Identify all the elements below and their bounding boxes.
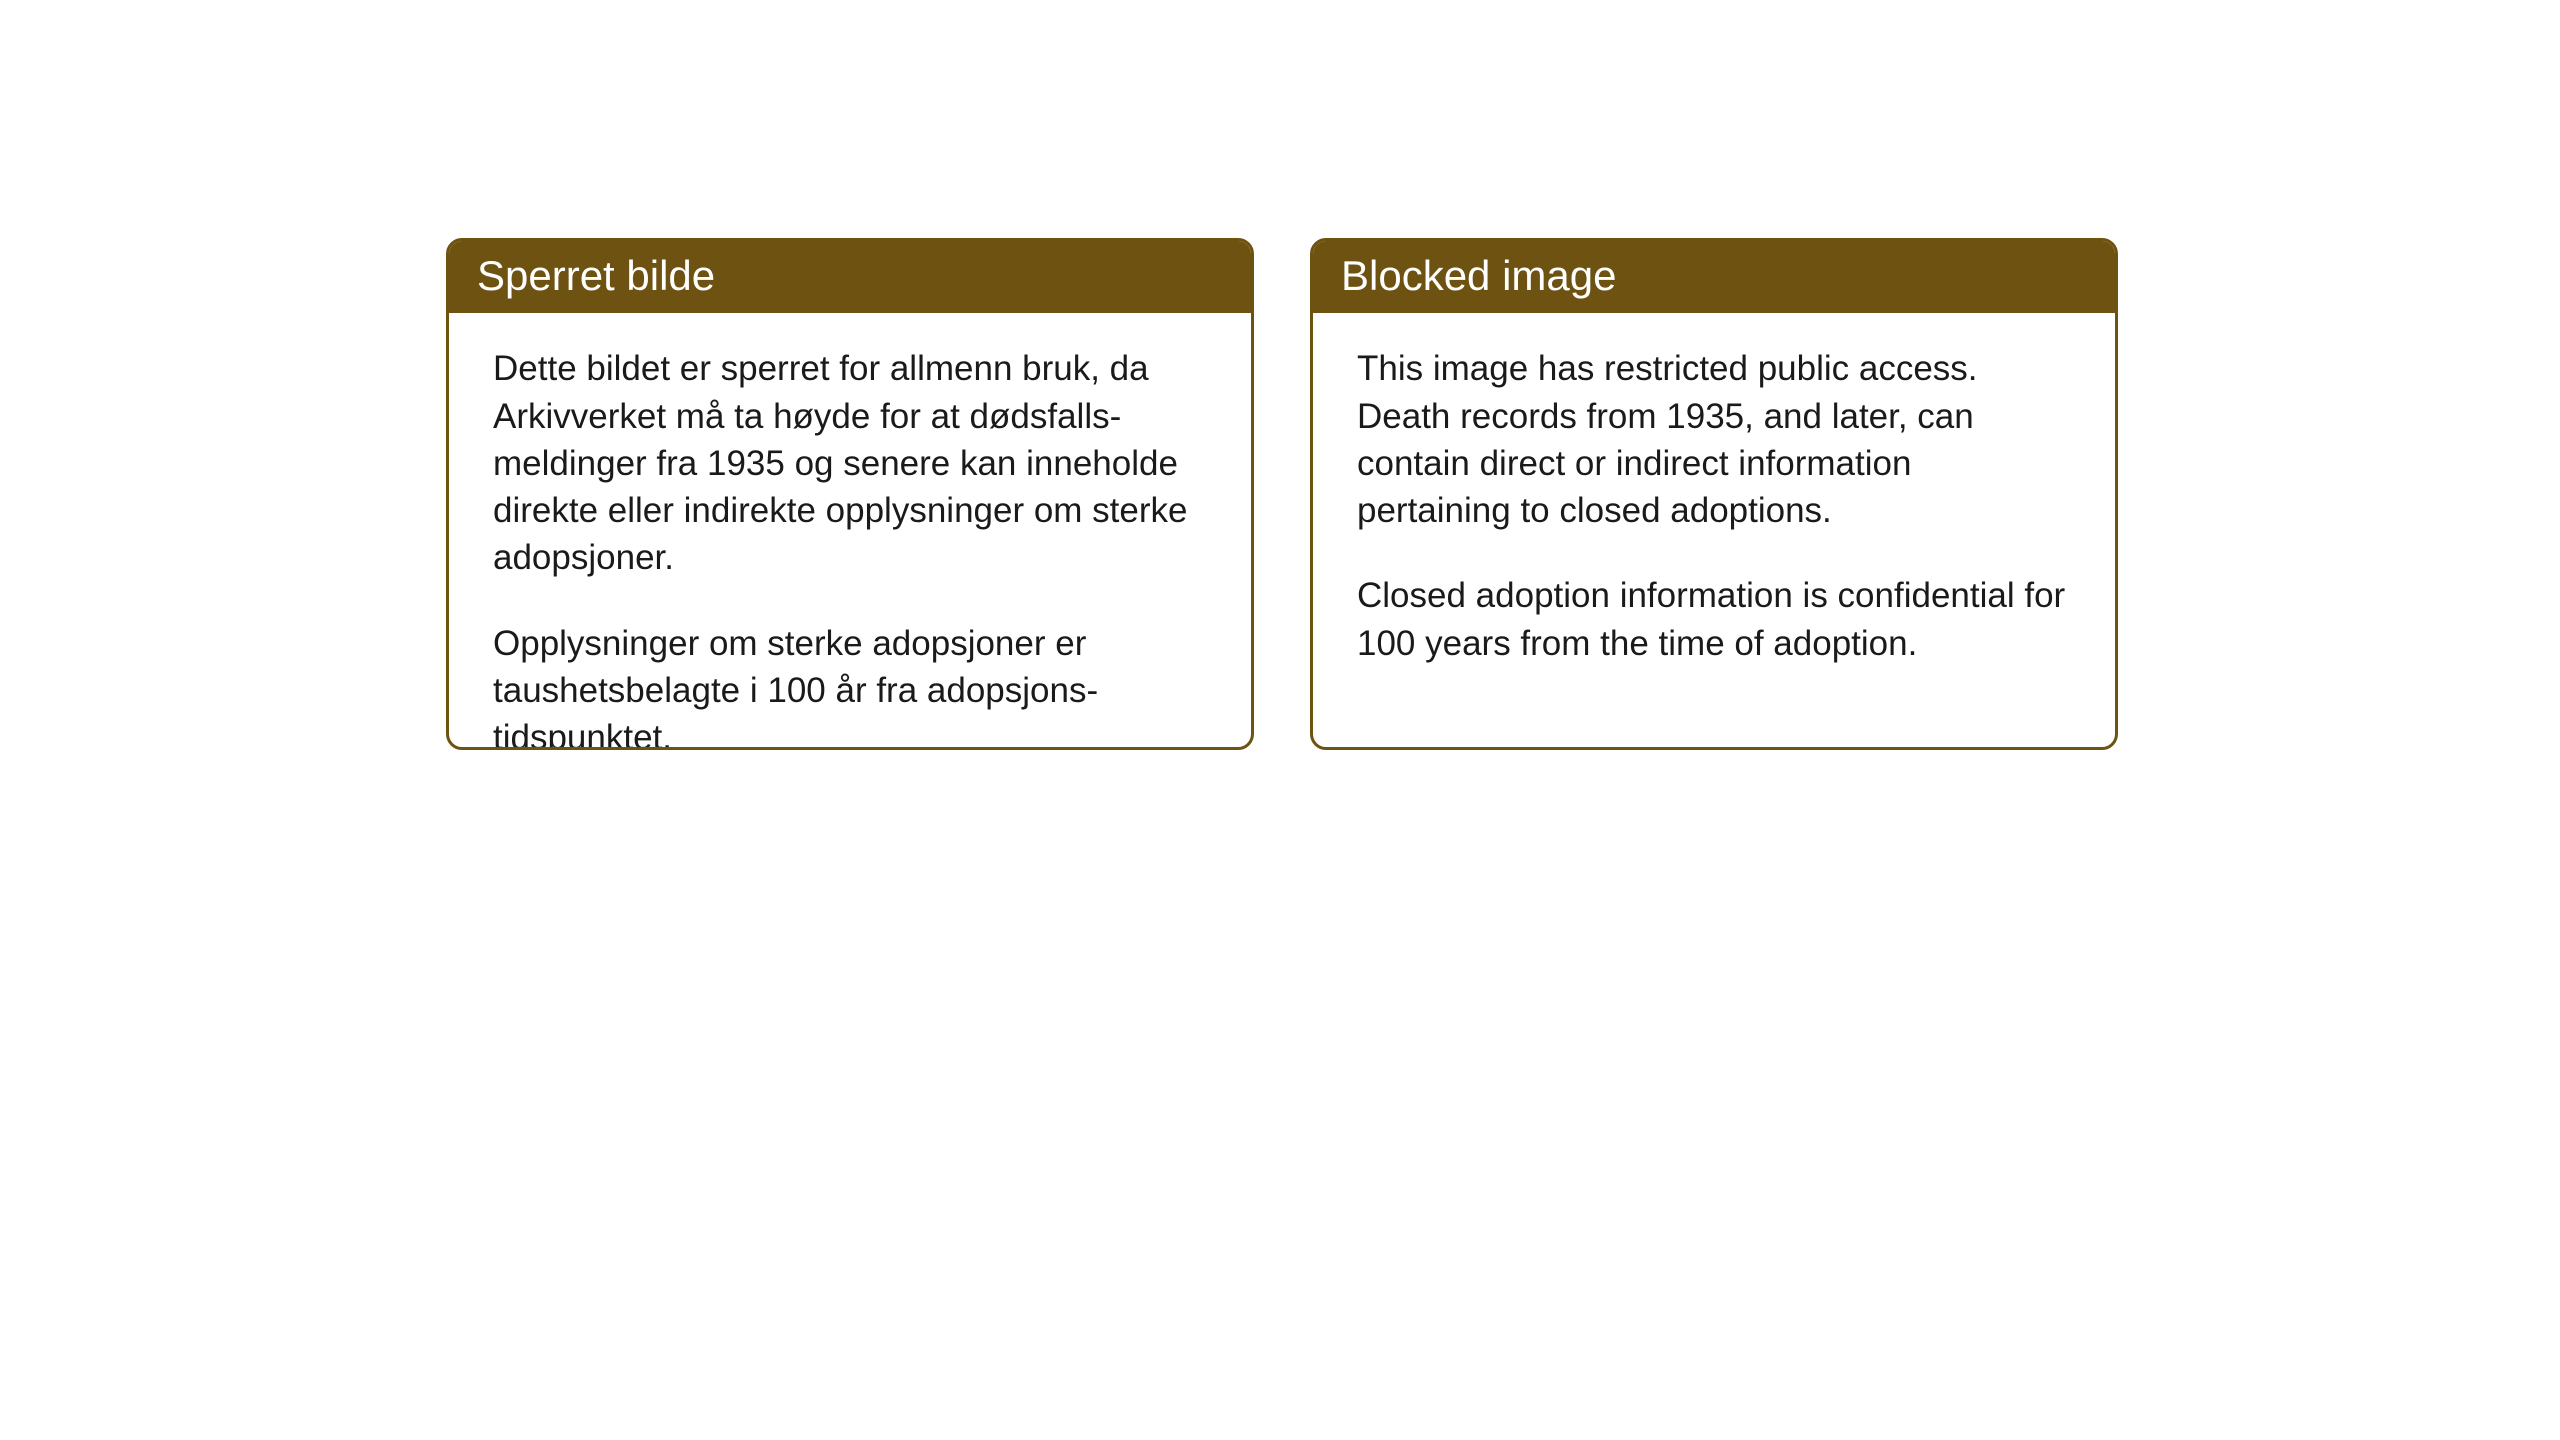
card-english-paragraph-2: Closed adoption information is confident…	[1357, 572, 2071, 667]
card-norwegian: Sperret bilde Dette bildet er sperret fo…	[446, 238, 1254, 750]
card-norwegian-body: Dette bildet er sperret for allmenn bruk…	[449, 313, 1251, 750]
card-norwegian-paragraph-2: Opplysninger om sterke adopsjoner er tau…	[493, 620, 1207, 750]
card-english-paragraph-1: This image has restricted public access.…	[1357, 345, 2071, 534]
card-norwegian-paragraph-1: Dette bildet er sperret for allmenn bruk…	[493, 345, 1207, 581]
card-norwegian-header: Sperret bilde	[449, 241, 1251, 313]
card-english-body: This image has restricted public access.…	[1313, 313, 2115, 699]
card-english: Blocked image This image has restricted …	[1310, 238, 2118, 750]
card-english-header: Blocked image	[1313, 241, 2115, 313]
cards-container: Sperret bilde Dette bildet er sperret fo…	[446, 238, 2118, 750]
